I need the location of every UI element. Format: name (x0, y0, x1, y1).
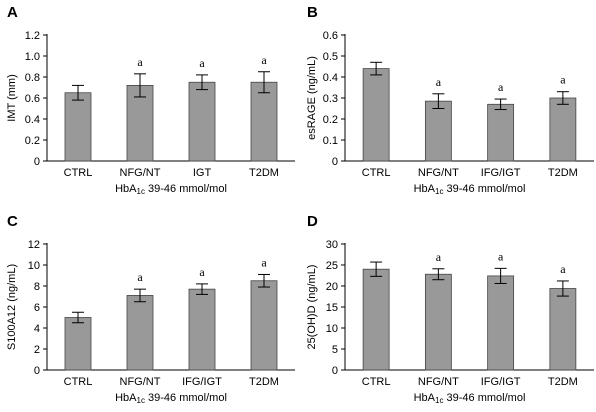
y-tick-label: 0.5 (323, 51, 338, 63)
x-tick-label: CTRL (64, 167, 93, 179)
significance-label: a (199, 56, 205, 70)
y-tick-label: 30 (326, 239, 338, 251)
y-tick-label: 10 (28, 260, 40, 272)
y-tick-label: 0 (332, 156, 338, 168)
y-tick-label: 8 (34, 281, 40, 293)
y-axis-label: IMT (mm) (6, 74, 18, 121)
y-tick-label: 0.8 (25, 72, 40, 84)
y-axis-label: 25(OH)D (ng/mL) (306, 265, 318, 350)
bar (64, 317, 92, 371)
y-tick-label: 5 (332, 344, 338, 356)
significance-label: a (436, 250, 442, 264)
chart-panel-a: A 0 0.2 0.4 0.6 0.8 1.0 1.2 CTRL a NFG/NT a IGT a T2DM… (6, 4, 295, 196)
x-axis-label: HbA1c 39-46 mmol/mol (115, 183, 227, 196)
x-axis-label: HbA1c 39-46 mmol/mol (414, 392, 526, 405)
significance-label: a (560, 73, 566, 87)
y-tick-label: 20 (326, 281, 338, 293)
y-tick-label: 0.1 (323, 135, 338, 147)
x-tick-label: T2DM (249, 376, 279, 388)
panel-label: A (7, 4, 18, 21)
bar (250, 280, 278, 371)
bar (487, 275, 515, 371)
y-axis-label: esRAGE (ng/mL) (306, 56, 318, 140)
y-axis-label: S100A12 (ng/mL) (6, 264, 18, 350)
y-tick-label: 4 (34, 323, 40, 335)
x-tick-label: NFG/NT (418, 376, 459, 388)
x-tick-label: NFG/NT (120, 167, 161, 179)
bar (549, 288, 577, 371)
y-tick-label: 0.4 (323, 72, 338, 84)
y-tick-label: 0.6 (25, 93, 40, 105)
x-tick-label: NFG/NT (120, 376, 161, 388)
bar (424, 273, 452, 371)
y-tick-label: 0.3 (323, 93, 338, 105)
bar (362, 268, 390, 371)
bar (188, 288, 216, 371)
chart-panel-b: B 0 0.1 0.2 0.3 0.4 0.5 0.6 CTRL a NFG/NT a IFG/IGT a… (306, 4, 594, 196)
x-axis-label: HbA1c 39-46 mmol/mol (414, 183, 526, 196)
x-tick-label: IFG/IGT (182, 376, 222, 388)
y-tick-label: 0.6 (323, 30, 338, 42)
y-tick-label: 15 (326, 302, 338, 314)
significance-label: a (436, 75, 442, 89)
bar (250, 81, 278, 162)
y-tick-label: 2 (34, 344, 40, 356)
x-axis-label: HbA1c 39-46 mmol/mol (115, 392, 227, 405)
y-tick-label: 0.2 (323, 114, 338, 126)
x-tick-label: T2DM (548, 167, 578, 179)
x-tick-label: IGT (193, 167, 212, 179)
panel-label: B (307, 4, 318, 21)
x-tick-label: IFG/IGT (481, 376, 521, 388)
significance-label: a (199, 265, 205, 279)
x-tick-label: CTRL (362, 376, 391, 388)
x-tick-label: CTRL (64, 376, 93, 388)
significance-label: a (261, 53, 267, 67)
bar (126, 295, 154, 371)
chart-panel-c: C 0 2 4 6 8 10 12 CTRL a NFG/NT a IFG/IGT a T2DM HbA1c … (6, 213, 295, 405)
y-tick-label: 1.2 (25, 30, 40, 42)
x-tick-label: NFG/NT (418, 167, 459, 179)
significance-label: a (137, 270, 143, 284)
chart-panel-d: D 0 5 10 15 20 25 30 CTRL a NFG/NT a IFG/IGT a T2DM HbA… (306, 213, 594, 405)
y-tick-label: 6 (34, 302, 40, 314)
bar (549, 97, 577, 162)
x-tick-label: T2DM (249, 167, 279, 179)
significance-label: a (560, 262, 566, 276)
y-tick-label: 0 (332, 365, 338, 377)
y-tick-label: 0.4 (25, 114, 40, 126)
bar (487, 103, 515, 162)
panel-label: C (7, 213, 18, 230)
y-tick-label: 0 (34, 156, 40, 168)
x-tick-label: IFG/IGT (481, 167, 521, 179)
significance-label: a (261, 255, 267, 269)
significance-label: a (137, 55, 143, 69)
y-tick-label: 0 (34, 365, 40, 377)
bar (362, 68, 390, 162)
x-tick-label: T2DM (548, 376, 578, 388)
bar (188, 81, 216, 162)
bar (126, 85, 154, 162)
x-tick-label: CTRL (362, 167, 391, 179)
bar (424, 100, 452, 162)
significance-label: a (498, 249, 504, 263)
y-tick-label: 10 (326, 323, 338, 335)
y-tick-label: 1.0 (25, 51, 40, 63)
significance-label: a (498, 80, 504, 94)
y-tick-label: 0.2 (25, 135, 40, 147)
y-tick-label: 12 (28, 239, 40, 251)
panel-label: D (307, 213, 318, 230)
y-tick-label: 25 (326, 260, 338, 272)
bar (64, 92, 92, 162)
